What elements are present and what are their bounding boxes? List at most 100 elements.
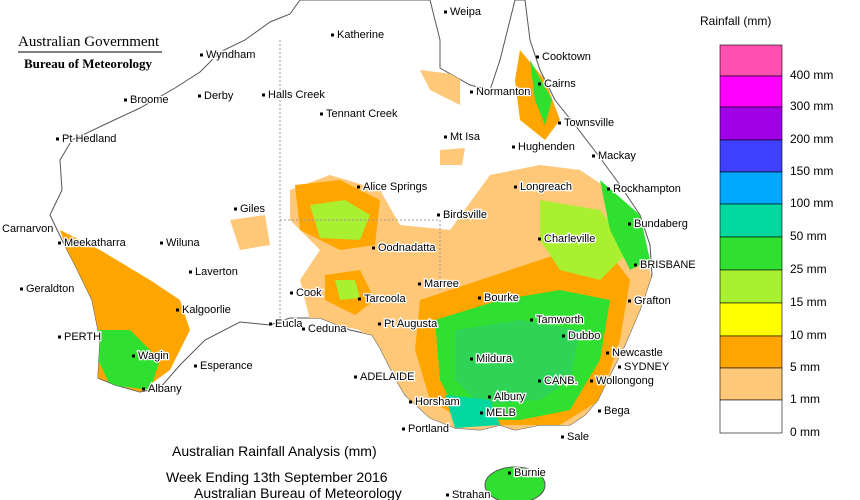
place-marker [262,93,265,97]
place-marker [446,493,449,497]
legend-label: 10 mm [790,328,827,342]
legend-label: 150 mm [790,164,833,178]
place-label: Tarcoola [364,293,406,305]
place-marker [58,241,61,245]
place-marker [607,187,610,191]
place-label: Bega [604,405,631,417]
place-marker [536,55,539,59]
place-marker [592,154,595,158]
place-label: Esperance [200,360,253,372]
place-label: SYDNEY [624,361,670,373]
place-label: Derby [204,90,234,102]
place-label: Wiluna [166,237,201,249]
place-marker [200,53,203,57]
place-marker [444,10,447,14]
place-marker [444,135,447,139]
place-label: Mt Isa [450,131,481,143]
place-label: Longreach [520,181,572,193]
place-label: Katherine [337,29,384,41]
place-label: Alice Springs [363,181,428,193]
place-marker [142,387,145,391]
place-marker [234,207,237,211]
header-title: Australian Government [18,34,160,50]
legend-swatch [719,236,783,271]
place-marker [590,379,593,383]
place-label: Newcastle [612,347,663,359]
place-marker [538,237,541,241]
place-marker [606,351,609,355]
place-label: Broome [130,94,169,106]
legend: 400 mm 300 mm 200 mm 150 mm 100 mm 50 mm 25 mm… [719,44,833,439]
legend-swatch [719,171,783,205]
legend-label: 15 mm [790,295,827,309]
caption-line: Week Ending 13th September 2016 [166,469,388,485]
place-label: Normanton [476,86,530,98]
place-marker [562,334,565,338]
place-label: Birdsville [443,209,487,221]
legend-label: 0 mm [790,425,820,439]
place-label: Giles [240,203,266,215]
place-label: Mildura [476,353,513,365]
place-label: Mackay [598,150,636,162]
place-label: Wollongong [596,375,654,387]
place-marker [530,318,533,322]
place-label: Burnie [514,467,546,479]
place-marker [269,322,272,326]
legend-label: 50 mm [790,229,827,243]
legend-swatch [719,302,783,337]
place-label: Tennant Creek [326,108,398,120]
rainfall-areas [60,50,652,430]
place-label: Albany [148,383,182,395]
place-label: Laverton [195,266,238,278]
place-marker [357,185,360,189]
place-marker [418,282,421,286]
place-label: Hughenden [518,141,575,153]
place-label: Rockhampton [613,183,681,195]
place-label: Bourke [484,292,519,304]
place-label: Strahan [452,489,491,500]
place-label: Cairns [544,78,576,90]
place-label: Grafton [634,295,671,307]
place-label: Tamworth [536,314,584,326]
place-marker [358,297,361,301]
legend-swatch [719,367,783,401]
place-marker [320,112,323,116]
place-marker [634,263,637,267]
place-marker [470,357,473,361]
place-label: Halls Creek [268,89,325,101]
place-label: Pt Hedland [62,133,116,145]
place-marker [470,90,473,94]
place-marker [478,296,481,300]
place-label: CANB. [544,375,578,387]
place-label: Dubbo [568,330,600,342]
place-label: Albury [494,391,526,403]
place-marker [124,98,127,102]
legend-label: 1 mm [790,392,820,406]
place-marker [538,379,541,383]
place-marker [598,409,601,413]
legend-swatch [719,75,783,108]
place-label: Townsville [564,117,614,129]
place-marker [372,246,375,250]
place-label: Kalgoorlie [182,304,231,316]
legend-swatch [719,335,783,369]
place-marker [628,222,631,226]
place-marker [561,435,564,439]
place-label: Wyndham [206,49,255,61]
legend-swatch [719,139,783,173]
place-label: Sale [567,431,589,443]
legend-swatch [719,203,783,238]
legend-swatch [719,399,783,434]
place-label: Marree [424,278,459,290]
place-marker [331,33,334,37]
legend-swatch [719,106,783,141]
header: Australian Government Bureau of Meteorol… [18,34,162,71]
place-marker [198,94,201,98]
place-marker [194,364,197,368]
place-marker [189,270,192,274]
place-marker [558,121,561,125]
place-marker [290,291,293,295]
legend-label: 400 mm [790,68,833,82]
place-label: Weipa [450,6,482,18]
place-marker [409,400,412,404]
